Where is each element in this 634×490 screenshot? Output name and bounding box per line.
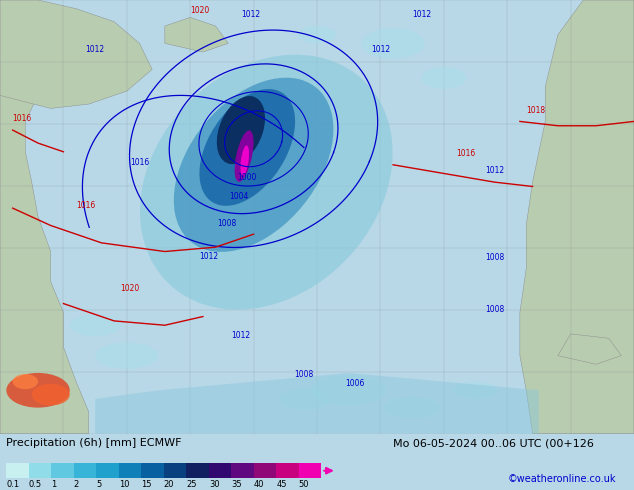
Ellipse shape — [13, 374, 38, 389]
Text: 1: 1 — [51, 480, 56, 489]
Ellipse shape — [235, 130, 254, 182]
Ellipse shape — [70, 315, 120, 336]
Text: 1008: 1008 — [217, 219, 236, 228]
Text: 35: 35 — [231, 480, 242, 489]
Text: 1006: 1006 — [346, 379, 365, 388]
Ellipse shape — [140, 55, 392, 310]
Text: 1012: 1012 — [412, 10, 431, 19]
Ellipse shape — [384, 397, 441, 418]
Polygon shape — [165, 17, 228, 52]
Ellipse shape — [200, 89, 295, 206]
Text: 1012: 1012 — [485, 167, 504, 175]
Bar — [51, 464, 74, 478]
Bar — [96, 464, 119, 478]
Text: 1008: 1008 — [295, 370, 314, 379]
Bar — [231, 464, 254, 478]
Text: 1016: 1016 — [13, 115, 32, 123]
Text: 1012: 1012 — [86, 45, 105, 54]
Text: 1016: 1016 — [130, 158, 149, 167]
Text: 45: 45 — [276, 480, 287, 489]
Bar — [164, 464, 186, 478]
Text: Precipitation (6h) [mm] ECMWF: Precipitation (6h) [mm] ECMWF — [6, 438, 182, 448]
Text: 5: 5 — [96, 480, 101, 489]
Bar — [276, 464, 299, 478]
Polygon shape — [0, 0, 152, 108]
Ellipse shape — [95, 343, 158, 368]
Text: ©weatheronline.co.uk: ©weatheronline.co.uk — [507, 474, 616, 484]
Ellipse shape — [422, 67, 466, 89]
Text: 1008: 1008 — [485, 305, 504, 314]
Ellipse shape — [217, 96, 265, 164]
Text: 25: 25 — [186, 480, 197, 489]
Polygon shape — [558, 334, 621, 364]
Ellipse shape — [240, 146, 249, 175]
Text: 1020: 1020 — [190, 6, 209, 15]
Text: 1018: 1018 — [526, 106, 545, 115]
Ellipse shape — [279, 388, 330, 410]
Text: 0.1: 0.1 — [6, 480, 20, 489]
Polygon shape — [95, 373, 539, 434]
Polygon shape — [520, 0, 634, 434]
Text: 1012: 1012 — [200, 251, 219, 261]
Ellipse shape — [453, 382, 498, 399]
Bar — [209, 464, 231, 478]
Text: 1004: 1004 — [230, 192, 249, 201]
Text: 50: 50 — [299, 480, 309, 489]
Text: 1008: 1008 — [485, 253, 504, 262]
Bar — [254, 464, 276, 478]
Text: Mo 06-05-2024 00..06 UTC (00+126: Mo 06-05-2024 00..06 UTC (00+126 — [393, 438, 594, 448]
Text: 15: 15 — [141, 480, 152, 489]
Text: 1016: 1016 — [456, 149, 476, 158]
Bar — [74, 464, 96, 478]
Text: 1000: 1000 — [236, 173, 256, 182]
Polygon shape — [0, 0, 127, 434]
Text: 1020: 1020 — [120, 284, 139, 293]
Ellipse shape — [32, 384, 70, 405]
Text: 2: 2 — [74, 480, 79, 489]
Bar — [299, 464, 321, 478]
Ellipse shape — [298, 26, 336, 44]
Text: 40: 40 — [254, 480, 264, 489]
Text: 1012: 1012 — [241, 10, 260, 19]
Text: 1012: 1012 — [371, 45, 390, 54]
Bar — [141, 464, 164, 478]
Text: 10: 10 — [119, 480, 129, 489]
Ellipse shape — [361, 28, 425, 58]
Text: 0.5: 0.5 — [29, 480, 42, 489]
Text: 1016: 1016 — [76, 201, 95, 210]
Text: 20: 20 — [164, 480, 174, 489]
Ellipse shape — [6, 373, 70, 408]
Text: 1012: 1012 — [231, 331, 250, 340]
Bar — [119, 464, 141, 478]
Bar — [186, 464, 209, 478]
Bar — [6, 464, 29, 478]
Ellipse shape — [174, 78, 333, 252]
Text: 30: 30 — [209, 480, 219, 489]
Bar — [29, 464, 51, 478]
Ellipse shape — [311, 375, 387, 405]
